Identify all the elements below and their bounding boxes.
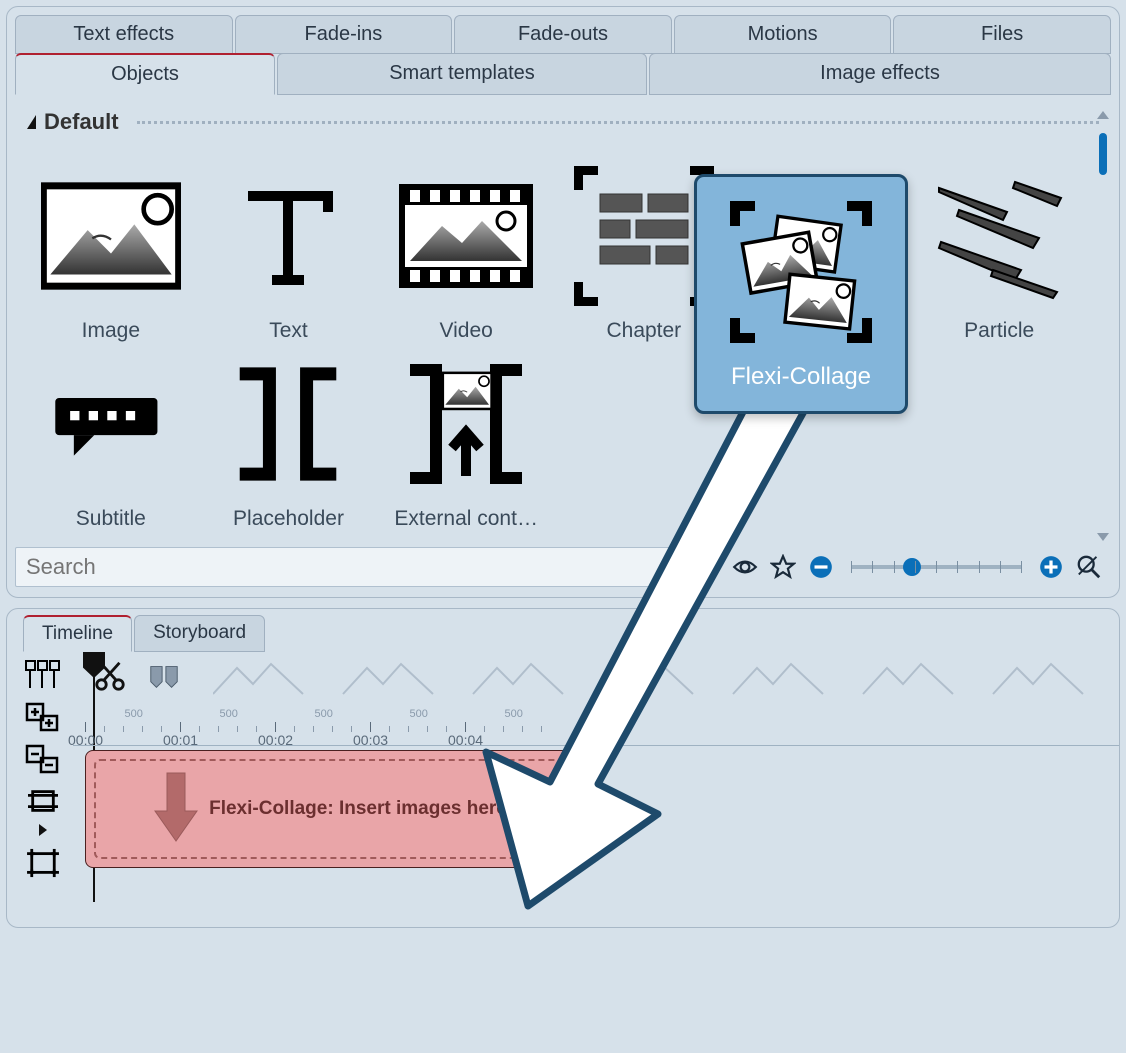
toolbox-grid: Image Text [15,141,1095,541]
toolbox-footer [15,541,1111,597]
fit-tool-icon[interactable] [25,848,61,878]
tab-timeline[interactable]: Timeline [23,615,132,652]
add-track-icon[interactable] [25,702,61,732]
chapter-icon [569,161,719,311]
section-divider [137,121,1099,124]
toolbox-item-label: Particle [964,319,1034,343]
tab-objects[interactable]: Objects [15,53,275,95]
toolbox-item-particle[interactable]: Particle [913,161,1085,343]
timeline-watermark [213,658,1109,698]
collapse-caret-icon [27,115,36,129]
toolbox-item-label: Video [439,319,492,343]
eye-icon[interactable] [731,553,759,581]
zoom-in-icon[interactable] [1037,553,1065,581]
section-title: Default [44,109,119,135]
toolbox-item-label: Chapter [606,319,681,343]
expand-caret-icon[interactable] [39,824,47,836]
toolbox-item-placeholder[interactable]: Placeholder [203,349,375,531]
tab-fade-outs[interactable]: Fade-outs [454,15,672,54]
toolbox-item-label: Subtitle [76,507,146,531]
subtitle-icon [36,349,186,499]
top-tabs-row2: Objects Smart templates Image effects [15,53,1111,95]
tab-image-effects[interactable]: Image effects [649,53,1111,95]
search-input[interactable] [15,547,683,587]
clear-search-icon[interactable] [693,553,721,581]
toolbox-item-label: Text [269,319,308,343]
scroll-thumb[interactable] [1099,133,1107,175]
star-icon[interactable] [769,553,797,581]
tab-text-effects[interactable]: Text effects [15,15,233,54]
toolbox-item-label: Image [82,319,140,343]
toolbox-panel: Text effects Fade-ins Fade-outs Motions … [6,6,1120,598]
tab-smart-templates[interactable]: Smart templates [277,53,647,95]
tab-motions[interactable]: Motions [674,15,892,54]
video-icon [391,161,541,311]
tab-fade-ins[interactable]: Fade-ins [235,15,453,54]
tab-files[interactable]: Files [893,15,1111,54]
zoom-reset-icon[interactable] [1075,553,1103,581]
timeline-panel: Timeline Storyboard [6,608,1120,928]
toolbox-item-external-content[interactable]: External cont… [380,349,552,531]
image-icon [36,161,186,311]
dropzone-text: Flexi-Collage: Insert images here [209,798,507,820]
text-icon [213,161,363,311]
timeline-side-tools [13,652,73,912]
flexi-collage-dropzone[interactable]: Flexi-Collage: Insert images here [85,750,575,868]
split-marker-icon[interactable] [147,659,181,693]
scroll-down-icon [1097,533,1109,541]
toolbox-item-subtitle[interactable]: Subtitle [25,349,197,531]
external-content-icon [391,349,541,499]
toolbox-item-chapter[interactable]: Chapter [558,161,730,343]
toolbox-scrollbar[interactable] [1095,111,1111,541]
remove-track-icon[interactable] [25,744,61,774]
scroll-up-icon [1097,111,1109,119]
drop-arrow-icon [153,767,199,852]
tracks-tool-icon[interactable] [25,660,61,690]
zoom-out-icon[interactable] [807,553,835,581]
toolbox-item-video[interactable]: Video [380,161,552,343]
top-tabs-row1: Text effects Fade-ins Fade-outs Motions … [15,15,1111,54]
particle-icon [924,161,1074,311]
timeline-ruler[interactable]: 00:0050000:0150000:0250000:0350000:04500 [73,702,1119,746]
timeline-main: 00:0050000:0150000:0250000:0350000:04500… [73,652,1119,912]
toolbox-item-label: Placeholder [233,507,344,531]
crop-tool-icon[interactable] [25,786,61,816]
toolbox-item-text[interactable]: Text [203,161,375,343]
bottom-tabs: Timeline Storyboard [23,615,1119,652]
zoom-slider-knob[interactable] [903,558,921,576]
placeholder-icon [213,349,363,499]
zoom-slider[interactable] [851,565,1021,569]
section-header-default[interactable]: Default [27,109,1099,135]
tab-storyboard[interactable]: Storyboard [134,615,265,652]
toolbox-item-label: External cont… [394,507,538,531]
toolbox-item-image[interactable]: Image [25,161,197,343]
